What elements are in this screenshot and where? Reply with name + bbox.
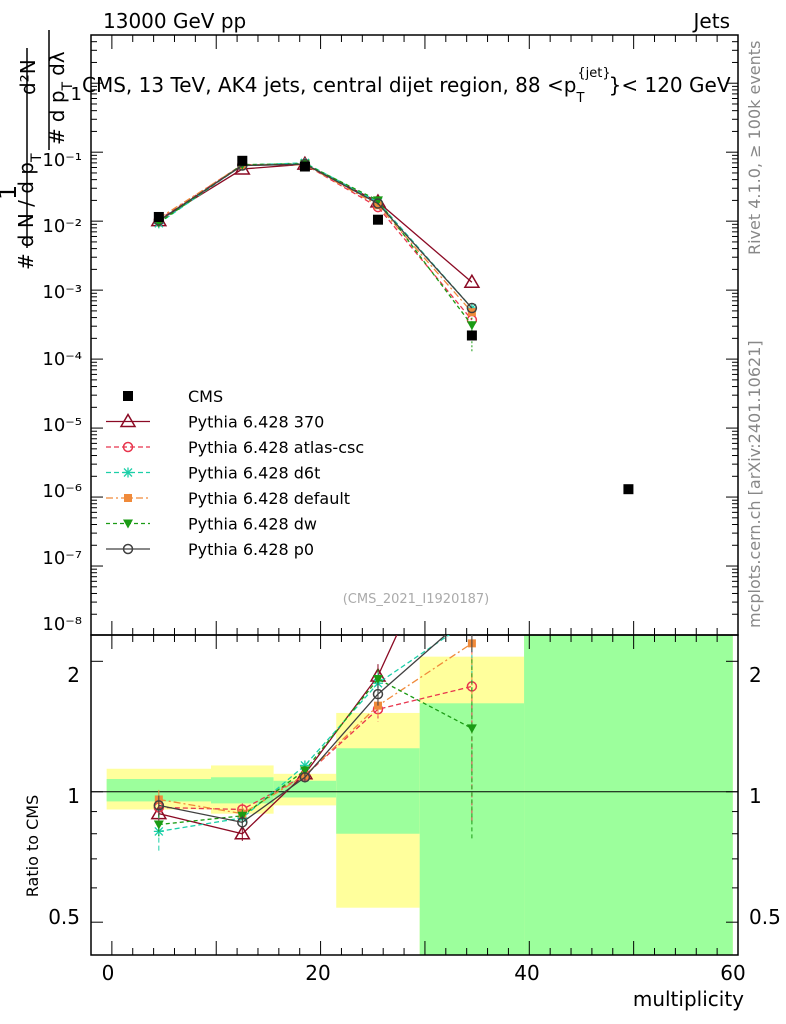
ratio-bands [106,635,733,955]
ytick-1e-4: 10⁻⁴ [42,349,82,370]
main-ytick-labels: 10⁻⁸ 10⁻⁷ 10⁻⁶ 10⁻⁵ 10⁻⁴ 10⁻³ 10⁻² 10⁻¹ … [42,84,82,635]
band-green-5 [524,635,733,955]
main-point-cms [466,330,477,341]
main-point-cms [623,484,634,495]
ratio-series-layer [150,464,479,851]
ratio-point-p0 [299,772,311,783]
ytick-1e-1: 10⁻¹ [42,150,82,171]
plot-title: CMS, 13 TeV, AK4 jets, central dijet reg… [82,66,731,106]
legend-marker-atlas [122,441,134,453]
band-green-1 [211,777,274,804]
ratio-point-p370 [465,464,479,476]
main-point-p0 [372,198,384,209]
legend-label-p0: Pythia 6.428 p0 [188,540,314,559]
ratio-point-dw [372,675,383,685]
ratio-point-p0 [372,688,384,700]
legend-label-default: Pythia 6.428 default [188,489,350,508]
main-line-p0 [158,163,473,309]
ytick-1e-3: 10⁻³ [42,282,82,303]
rtick-2-left: 2 [67,663,80,687]
main-point-p370 [463,273,481,289]
main-point-cms [299,161,310,172]
ylabel-denominator: #d N / d pT [14,153,45,270]
ratio-frame [90,634,739,956]
ratio-point-p0 [467,607,476,616]
ratio-point-dw [153,820,164,830]
ratio-ylabel: Ratio to CMS [23,795,42,897]
header-left: 13000 GeV pp [103,9,246,33]
main-ylabel: #d N / d pT 1 #d pTdλ d²N [0,30,76,270]
ytick-1: 1 [71,84,82,105]
ratio-point-d6t [299,760,310,771]
xtick-20: 20 [305,961,330,985]
legend-label-atlas: Pythia 6.428 atlas-csc [188,438,364,457]
x-axis-label: multiplicity [633,987,744,1011]
xtick-labels: 0 20 40 60 [102,961,746,985]
ratio-line-default [158,642,473,815]
legend-marker-d6t [123,467,133,478]
main-point-p0 [466,302,478,314]
legend-marker-p370 [119,413,137,428]
ytick-1e-6: 10⁻⁶ [42,481,82,502]
main-line-p370 [158,163,473,283]
legend-label-p370: Pythia 6.428 370 [188,413,324,432]
main-point-cms [372,214,383,225]
legend-label-d6t: Pythia 6.428 d6t [188,464,320,483]
rtick-2-right: 2 [749,663,762,687]
main-point-cms [237,155,248,166]
axes-frame [90,34,739,956]
legend-label-cms: CMS [188,387,223,406]
main-line-default [158,163,473,313]
xtick-40: 40 [514,961,539,985]
ytick-1e-8: 10⁻⁸ [42,614,82,635]
legend-marker-dw [123,519,133,529]
ytick-1e-2: 10⁻² [42,216,82,237]
rtick-05-right: 0.5 [749,905,781,929]
ytick-1e-5: 10⁻⁵ [42,415,82,436]
legend-marker-p0 [122,543,134,555]
main-point-cms [153,211,164,222]
ratio-point-p0 [237,817,248,828]
ratio-line-d6t [158,635,450,833]
ratio-point-d6t [467,614,477,624]
rtick-1-left: 1 [67,784,80,808]
mcplots-note: mcplots.cern.ch [arXiv:2401.10621] [745,340,764,628]
rtick-05-left: 0.5 [48,905,80,929]
rtick-1-right: 1 [749,784,762,808]
legend-label-dw: Pythia 6.428 dw [188,515,317,534]
ylabel-one: 1 [0,185,22,200]
ratio-point-p0 [153,800,165,811]
main-line-d6t [158,162,473,309]
legend: CMS Pythia 6.428 370 Pythia 6.428 atlas-cs… [106,387,364,559]
ratio-point-dw [466,724,477,734]
ylabel-d2n: d²N [16,59,40,95]
legend-marker-cms [123,391,133,401]
band-green-4 [419,703,525,955]
ratio-point-dw [299,766,310,776]
band-green-3 [336,748,420,834]
legend-marker-default [124,494,132,502]
rivet-note: Rivet 4.1.0, ≥ 100k events [745,41,764,255]
xtick-60: 60 [720,961,745,985]
ratio-ytick-labels: 0.5 1 2 0.5 1 2 [48,663,781,929]
main-series-layer [150,155,634,495]
xtick-0: 0 [102,961,115,985]
ratio-point-p370 [234,825,251,840]
watermark: (CMS_2021_I1920187) [343,592,490,607]
ytick-1e-7: 10⁻⁷ [42,548,82,569]
main-point-dw [372,196,383,206]
header-right: Jets [692,9,730,33]
main-point-d6t [466,303,477,314]
